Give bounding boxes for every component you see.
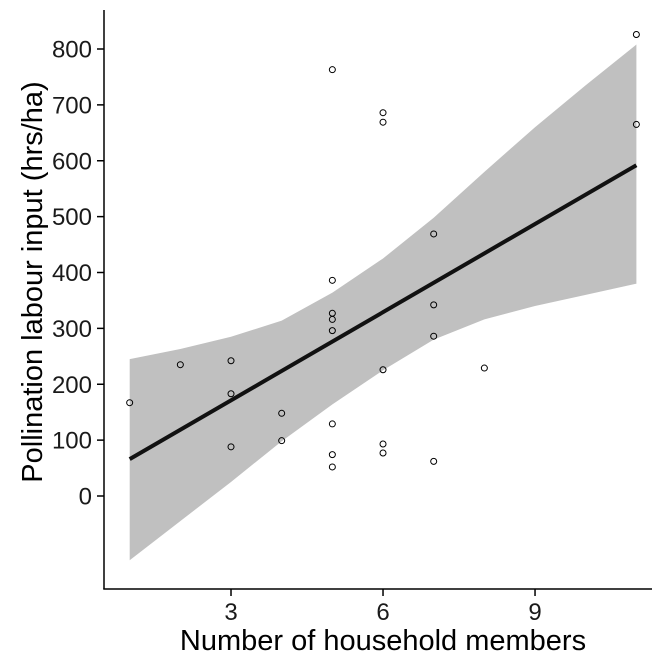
data-point (430, 301, 438, 309)
y-tick-label: 600 (52, 148, 92, 175)
y-tick-label: 300 (52, 316, 92, 343)
data-point (176, 361, 184, 369)
y-tick-label: 200 (52, 372, 92, 399)
line-layer (128, 163, 638, 461)
y-tick-label: 800 (52, 37, 92, 64)
data-point (126, 399, 134, 407)
data-point (227, 357, 235, 365)
data-point (328, 315, 336, 323)
confidence-band (129, 44, 637, 561)
tick-layer: 0 100 200 300 400 500 600 700 800 3 6 9 (52, 37, 542, 627)
regression-line (128, 163, 638, 461)
x-tick-label: 9 (528, 599, 541, 626)
data-point (430, 457, 438, 465)
data-point (328, 276, 336, 284)
data-point (379, 118, 387, 126)
data-point (278, 409, 286, 417)
data-point (328, 463, 336, 471)
data-point (480, 364, 488, 372)
data-point (379, 449, 387, 457)
y-tick-label: 500 (52, 204, 92, 231)
y-tick-label: 100 (52, 428, 92, 455)
data-point (328, 66, 336, 74)
y-tick-label: 400 (52, 260, 92, 287)
data-point (328, 451, 336, 459)
data-point (379, 366, 387, 374)
y-tick-label: 0 (79, 484, 92, 511)
band-layer (129, 44, 637, 561)
x-tick-label: 3 (224, 599, 237, 626)
data-point (632, 30, 640, 38)
data-point (328, 420, 336, 428)
x-axis-title: Number of household members (180, 625, 586, 655)
data-point (328, 327, 336, 335)
y-tick-label: 700 (52, 92, 92, 119)
data-point (278, 437, 286, 445)
data-point (632, 120, 640, 128)
data-point (227, 443, 235, 451)
y-axis-title: Pollination labour input (hrs/ha) (17, 81, 49, 482)
data-point (430, 332, 438, 340)
data-point (227, 390, 235, 398)
x-tick-label: 6 (376, 599, 389, 626)
data-point (379, 440, 387, 448)
axis-layer (103, 10, 652, 590)
point-layer (126, 30, 640, 471)
data-point (379, 109, 387, 117)
data-point (430, 230, 438, 238)
